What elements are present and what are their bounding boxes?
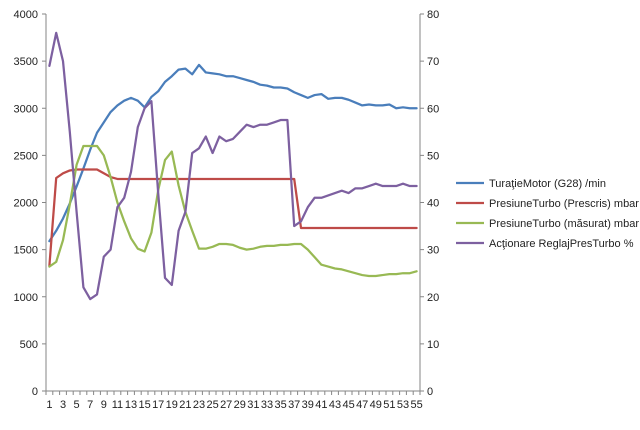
- right-y-tick-label: 40: [427, 198, 439, 210]
- legend-label: Acţionare ReglajPresTurbo %: [489, 238, 634, 250]
- left-y-tick-label: 1000: [14, 292, 38, 304]
- x-tick-label: 51: [383, 399, 395, 411]
- right-y-tick-label: 10: [427, 339, 439, 351]
- x-tick-label: 23: [193, 399, 205, 411]
- x-tick-label: 7: [87, 399, 93, 411]
- x-tick-label: 5: [74, 399, 80, 411]
- left-y-tick-label: 2000: [14, 198, 38, 210]
- x-tick-label: 15: [138, 399, 150, 411]
- left-y-tick-label: 500: [20, 339, 38, 351]
- right-y-tick-label: 70: [427, 56, 439, 68]
- right-y-axis: 0 10 20 30 40 50 60 70 80: [420, 9, 439, 398]
- x-tick-label: 13: [125, 399, 137, 411]
- x-tick-label: 49: [370, 399, 382, 411]
- right-y-tick-label: 60: [427, 103, 439, 115]
- legend-item: PresiuneTurbo (măsurat) mbar: [456, 218, 639, 230]
- left-y-axis: 0 500 1000 1500 2000 2500 3000 3500 4000: [14, 9, 46, 398]
- x-tick-label: 25: [206, 399, 218, 411]
- left-y-tick-label: 3500: [14, 56, 38, 68]
- legend-item: Acţionare ReglajPresTurbo %: [456, 238, 634, 250]
- x-tick-label: 47: [356, 399, 368, 411]
- x-tick-label: 17: [152, 399, 164, 411]
- left-y-tick-label: 4000: [14, 9, 38, 21]
- legend-item: TuraţieMotor (G28) /min: [456, 178, 606, 190]
- plot-area: [45, 14, 421, 392]
- x-tick-label: 11: [112, 399, 123, 411]
- right-y-tick-label: 80: [427, 9, 439, 21]
- x-tick-label: 29: [234, 399, 246, 411]
- x-tick-label: 55: [410, 399, 422, 411]
- legend-item: PresiuneTurbo (Prescris) mbar: [456, 198, 639, 210]
- series-line-1: [48, 63, 418, 243]
- x-tick-label: 35: [274, 399, 286, 411]
- x-tick-label: 31: [247, 399, 259, 411]
- x-tick-label: 41: [315, 399, 327, 411]
- series-lines: [48, 31, 418, 301]
- x-tick-label: 45: [342, 399, 354, 411]
- x-tick-label: 43: [329, 399, 341, 411]
- left-y-tick-label: 3000: [14, 103, 38, 115]
- legend: TuraţieMotor (G28) /min PresiuneTurbo (Pr…: [456, 178, 639, 250]
- x-tick-label: 37: [288, 399, 300, 411]
- x-tick-label: 33: [261, 399, 273, 411]
- legend-label: PresiuneTurbo (Prescris) mbar: [489, 198, 639, 210]
- x-tick-label: 21: [179, 399, 191, 411]
- legend-label: TuraţieMotor (G28) /min: [489, 178, 606, 190]
- right-y-tick-label: 30: [427, 245, 439, 257]
- right-y-tick-label: 0: [427, 386, 433, 398]
- x-tick-label: 3: [60, 399, 66, 411]
- x-tick-label: 27: [220, 399, 232, 411]
- right-y-tick-label: 50: [427, 150, 439, 162]
- series-line-4: [48, 31, 418, 301]
- left-y-tick-label: 2500: [14, 150, 38, 162]
- x-tick-label: 19: [166, 399, 178, 411]
- x-tick-label: 53: [397, 399, 409, 411]
- left-y-tick-label: 0: [32, 386, 38, 398]
- left-y-tick-label: 1500: [14, 245, 38, 257]
- right-y-tick-label: 20: [427, 292, 439, 304]
- series-line-2: [48, 168, 418, 267]
- series-line-3: [48, 144, 418, 278]
- x-axis: 1 3 5 7 9 11 13 15 17 19 21 23 25 27 29 31 33 35 37 39 41 43 4…: [45, 391, 423, 411]
- x-tick-label: 9: [101, 399, 107, 411]
- x-tick-label: 39: [302, 399, 314, 411]
- x-tick-label: 1: [46, 399, 52, 411]
- legend-label: PresiuneTurbo (măsurat) mbar: [489, 218, 639, 230]
